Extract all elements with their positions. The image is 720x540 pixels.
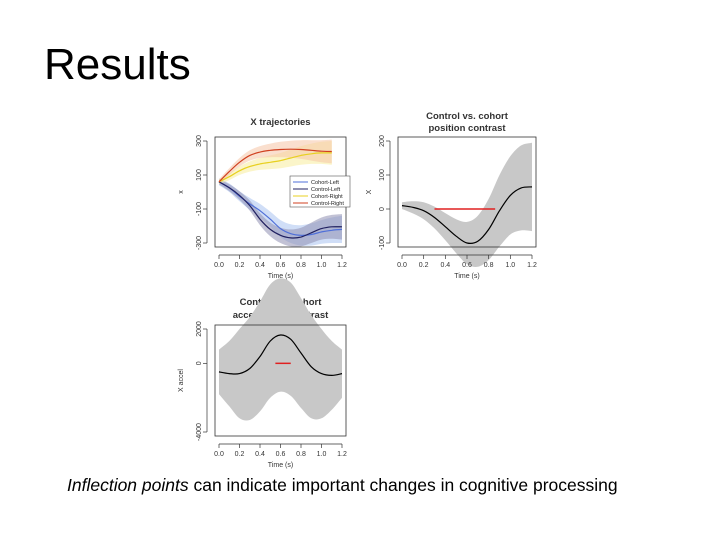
x-tick-label: 0.4 [255,262,265,269]
caption-emphasis: Inflection points [67,475,189,495]
y-tick-label: -4000 [196,423,203,441]
x-tick-label: 0.2 [235,262,245,269]
y-tick-label: 0 [379,207,386,211]
legend-entry: Control-Right [311,201,344,207]
y-axis-label: X accel [178,369,185,392]
plot-frame [397,136,537,248]
series-line [218,148,332,183]
x-tick-label: 0.6 [276,262,286,269]
y-axis-label: X [366,189,373,194]
x-tick-label: 0.2 [419,262,429,269]
x-tick-label: 0.4 [440,262,450,269]
x-tick-label: 1.0 [317,451,327,458]
y-tick-label: 100 [379,169,386,181]
x-tick-label: 0.6 [462,262,472,269]
slide-caption: Inflection points can indicate important… [67,474,667,497]
x-axis-label: Time (s) [454,273,479,280]
slide-title: Results [44,40,191,89]
x-axis-label: Time (s) [268,273,293,280]
series-line [218,334,343,377]
legend-entry: Control-Left [311,187,341,193]
x-tick-label: 1.2 [337,451,347,458]
y-tick-label: -100 [379,236,386,250]
chart-title: X trajectories [250,117,310,128]
confidence-band [219,278,342,421]
y-tick-label: 0 [196,361,203,365]
legend-entry: Cohort-Right [311,194,343,200]
y-axis-label: x [178,190,185,194]
chart-title: Control vs. cohort [426,111,509,122]
x-tick-label: 0.8 [296,262,306,269]
chart-title: position contrast [428,123,506,134]
x-tick-label: 1.2 [337,262,347,269]
x-tick-label: 0.0 [397,262,407,269]
y-tick-label: -100 [196,202,203,216]
confidence-band [219,139,332,185]
x-tick-label: 1.0 [505,262,515,269]
confidence-band [402,142,532,267]
x-tick-label: 0.0 [214,451,224,458]
legend-box [289,175,351,208]
series-line [218,181,343,239]
y-tick-label: 300 [196,135,203,147]
x-tick-label: 1.2 [527,262,537,269]
x-tick-label: 0.8 [484,262,494,269]
x-tick-label: 0.4 [255,451,265,458]
y-tick-label: 200 [379,135,386,147]
series-line [218,152,332,183]
x-axis-label: Time (s) [268,462,293,469]
legend-entry: Cohort-Left [311,180,339,186]
x-tick-label: 0.0 [214,262,224,269]
x-trajectories-chart: X trajectories 0.0 0.2 0.4 0.6 0.8 1.0 1.2 Time … [178,117,351,280]
x-tick-label: 0.8 [296,451,306,458]
y-tick-label: -300 [196,236,203,250]
caption-text: can indicate important changes in cognit… [188,475,618,495]
acceleration-contrast-chart: Control vs. cohortacceleration contrast0… [178,278,347,469]
confidence-band [219,179,342,247]
plot-frame [214,324,347,437]
x-tick-label: 1.0 [317,262,327,269]
x-tick-label: 0.6 [276,451,286,458]
y-tick-label: 2000 [196,321,203,337]
series-line [401,186,533,245]
series-line [218,181,343,236]
y-tick-label: 100 [196,169,203,181]
x-tick-label: 0.2 [235,451,245,458]
